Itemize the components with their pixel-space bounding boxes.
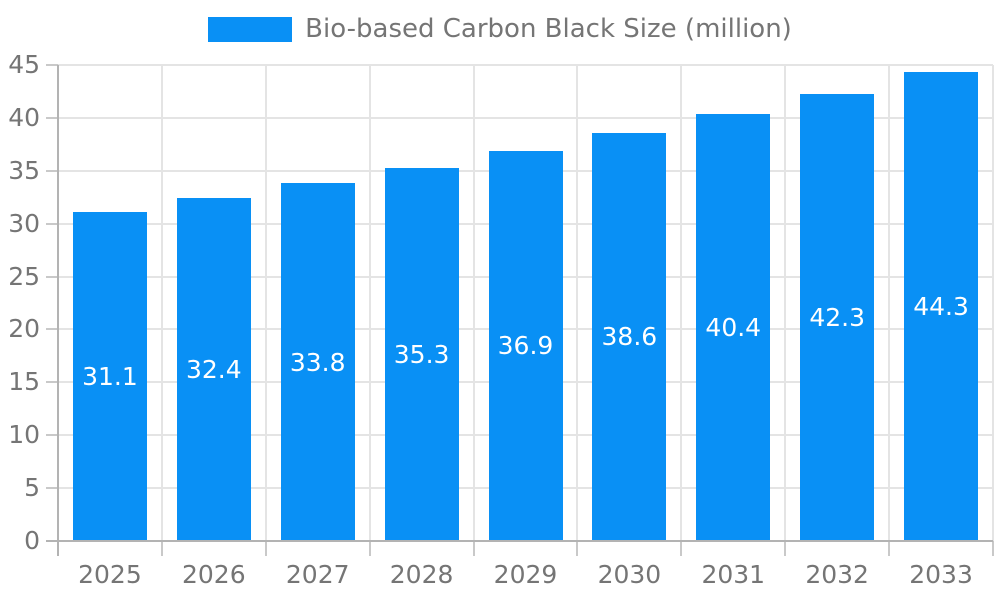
legend-label[interactable]: Bio-based Carbon Black Size (million) [305,14,792,44]
bar-value-label: 36.9 [497,331,554,361]
x-axis-line [46,540,993,542]
bar-value-label: 33.8 [289,347,346,377]
y-axis-tick-label: 10 [8,420,40,450]
x-gridline [472,65,475,541]
x-axis-tick [888,541,891,556]
bar[interactable]: 40.4 [696,113,771,541]
bar-value-label: 38.6 [601,322,658,352]
y-axis-tick-label: 35 [8,155,40,185]
y-axis-tick [46,434,58,437]
bar[interactable]: 35.3 [384,167,459,541]
y-axis-tick-label: 45 [8,50,40,79]
x-axis-tick [576,541,579,556]
x-axis-tick [368,541,371,556]
y-axis-tick-label: 15 [8,367,40,397]
bar[interactable]: 36.9 [488,150,563,541]
bar-value-label: 42.3 [809,302,865,332]
x-axis-tick [784,541,787,556]
x-gridline [576,65,579,541]
x-axis-tick-label: 2025 [78,560,142,589]
y-axis-tick [46,381,58,384]
x-axis-tick-label: 2031 [701,560,766,589]
bar[interactable]: 32.4 [176,198,251,541]
x-axis-tick-label: 2029 [493,560,558,589]
x-gridline [888,65,891,541]
x-axis-tick [472,541,475,556]
legend-item[interactable]: Bio-based Carbon Black Size (million) [0,14,1000,44]
bar-value-label: 40.4 [705,312,762,342]
bar[interactable]: 42.3 [800,93,875,541]
x-gridline [368,65,371,541]
x-axis-tick-label: 2033 [909,560,973,589]
y-axis-tick [46,222,58,225]
x-gridline [680,65,683,541]
bar[interactable]: 33.8 [280,183,355,541]
y-axis-tick [46,275,58,278]
y-axis-tick [46,116,58,119]
x-axis-tick-label: 2030 [597,560,662,589]
bar[interactable]: 44.3 [904,72,979,541]
y-axis-tick-label: 25 [8,261,40,291]
y-axis-tick [46,328,58,331]
y-axis-tick-label: 0 [24,526,40,555]
x-axis-tick [992,541,994,556]
x-gridline [784,65,787,541]
y-axis-tick-label: 40 [8,102,40,132]
bar[interactable]: 31.1 [72,212,147,541]
y-axis-tick [46,487,58,490]
x-gridline [992,65,994,541]
y-axis-tick-label: 20 [8,314,40,344]
bar-value-label: 31.1 [82,362,138,391]
x-gridline [264,65,267,541]
x-axis-tick-label: 2027 [285,560,350,589]
bar-value-label: 32.4 [185,355,242,385]
y-gridline [58,116,993,119]
bar-value-label: 35.3 [393,339,450,369]
x-axis-tick-label: 2026 [182,560,246,589]
legend-swatch[interactable] [208,16,293,42]
bar-value-label: 44.3 [913,292,969,322]
x-axis-tick-label: 2032 [805,560,869,589]
x-gridline [160,65,163,541]
y-axis-tick [46,169,58,172]
y-axis-tick-label: 5 [24,473,40,503]
y-axis-tick-label: 30 [8,208,40,238]
x-axis-tick-label: 2028 [389,560,454,589]
x-axis-tick [680,541,683,556]
x-axis-tick [264,541,267,556]
x-axis-tick [160,541,163,556]
y-axis-line [57,65,59,556]
y-axis-tick [46,64,58,66]
bar[interactable]: 38.6 [592,132,667,541]
y-gridline [58,64,993,66]
